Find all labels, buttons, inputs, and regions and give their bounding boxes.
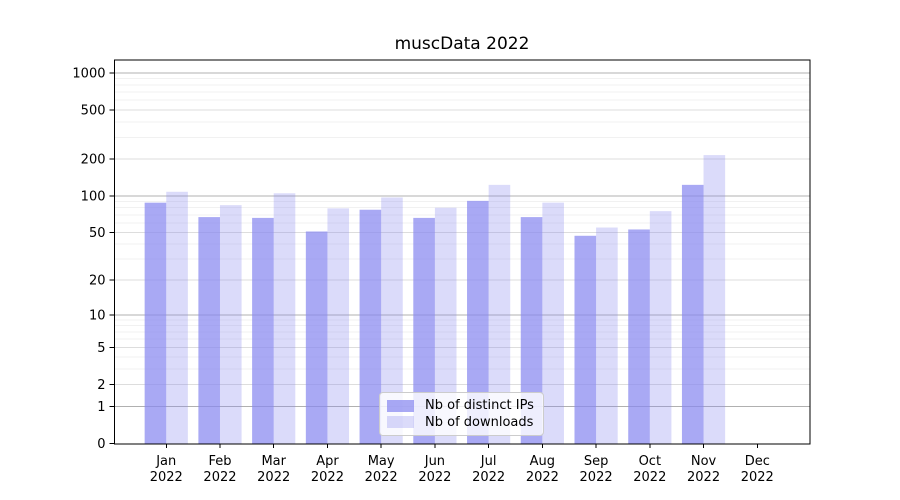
x-tick-label-month: Jun [424,454,445,469]
bar-distinct-ips-jun [413,217,435,444]
bar-distinct-ips-jan [144,202,167,444]
y-tick-label: 500 [81,103,106,118]
x-tick-label-year: 2022 [741,470,774,485]
chart-title: muscData 2022 [394,34,530,54]
x-tick-label-year: 2022 [203,470,236,485]
x-tick-label-year: 2022 [150,470,183,485]
y-tick-label: 20 [89,274,106,289]
y-tick-label: 100 [81,189,106,204]
bar-downloads-sep [596,227,618,444]
bar-downloads-feb [219,205,242,444]
x-tick-label-month: Jan [155,454,176,469]
bar-downloads-nov [703,155,726,445]
y-tick-label: 1 [97,400,105,415]
bar-distinct-ips-oct [628,229,650,444]
x-tick-label-year: 2022 [687,470,720,485]
x-tick-label-month: Oct [639,454,661,469]
legend-swatch-downloads [387,416,414,429]
bar-downloads-jan [166,191,188,444]
x-tick-label-year: 2022 [418,470,451,485]
bar-downloads-mar [273,193,296,444]
x-tick-label-month: Apr [316,454,339,469]
y-tick-label: 50 [89,226,106,241]
bar-downloads-may [381,197,403,444]
y-tick-label: 0 [97,437,105,452]
bar-distinct-ips-jul [467,200,489,444]
x-tick-label-year: 2022 [311,470,344,485]
legend-label-distinct-ips: Nb of distinct IPs [425,398,534,414]
plot-frame [114,59,811,445]
bar-distinct-ips-mar [252,217,274,444]
y-tick-label: 2 [97,378,105,393]
x-tick-label-year: 2022 [365,470,398,485]
bar-downloads-aug [542,202,564,444]
y-tick-label: 5 [97,341,105,356]
y-tick-label: 10 [89,308,106,323]
bar-distinct-ips-apr [305,231,328,444]
x-tick-label-year: 2022 [472,470,505,485]
bar-downloads-jun [434,207,457,444]
bar-downloads-oct [649,211,672,444]
x-tick-label-month: May [368,454,395,469]
bar-distinct-ips-sep [574,235,597,444]
legend-item-distinct-ips: Nb of distinct IPs [387,399,535,412]
bar-distinct-ips-may [359,209,382,444]
x-tick-label-month: Aug [530,454,555,469]
bar-downloads-jul [488,184,511,444]
x-tick-label-month: Feb [208,454,231,469]
x-tick-label-month: Sep [584,454,609,469]
x-tick-label-year: 2022 [526,470,559,485]
y-tick-label: 200 [81,152,106,167]
x-tick-label-year: 2022 [633,470,666,485]
bar-downloads-apr [327,208,350,444]
x-tick-label-month: Jul [480,454,497,469]
bar-distinct-ips-nov [681,184,704,444]
legend: Nb of distinct IPs Nb of downloads [379,392,544,436]
legend-label-downloads: Nb of downloads [425,414,534,430]
legend-swatch-distinct-ips [387,399,414,412]
legend-item-downloads: Nb of downloads [387,416,535,429]
bar-distinct-ips-aug [520,217,543,444]
y-tick-label: 1000 [72,66,105,81]
x-tick-label-month: Nov [691,454,717,469]
x-tick-label-year: 2022 [257,470,290,485]
bar-distinct-ips-feb [198,217,220,444]
x-tick-label-year: 2022 [580,470,613,485]
x-tick-label-month: Dec [745,454,770,469]
x-tick-label-month: Mar [261,454,286,469]
